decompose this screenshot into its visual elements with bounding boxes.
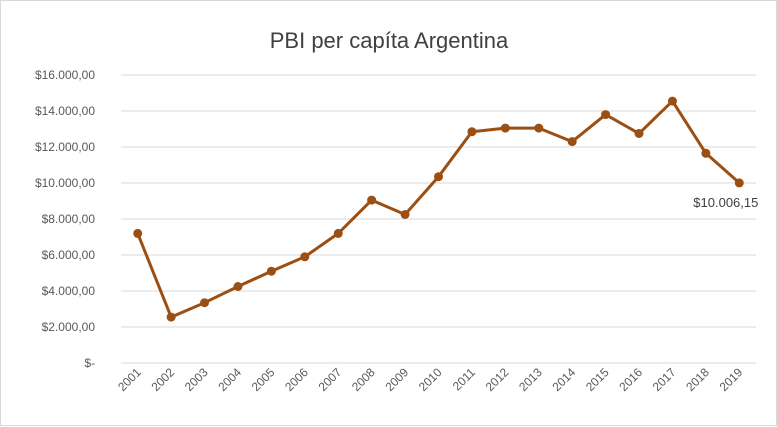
chart-title: PBI per capíta Argentina (270, 28, 509, 53)
y-tick-label: $12.000,00 (35, 140, 95, 154)
x-tick-label: 2004 (215, 365, 244, 394)
series-line (136, 99, 741, 319)
data-point (300, 252, 310, 262)
x-tick-label: 2010 (416, 365, 445, 394)
data-point (266, 266, 276, 276)
x-tick-label: 2016 (616, 365, 645, 394)
x-tick-label: 2012 (483, 365, 512, 394)
series-line-group (133, 96, 744, 322)
data-point (734, 178, 744, 188)
x-tick-label: 2007 (316, 365, 345, 394)
x-tick-label: 2018 (683, 365, 712, 394)
y-tick-label: $6.000,00 (42, 248, 96, 262)
x-tick-label: 2014 (550, 365, 579, 394)
data-point (166, 312, 176, 322)
x-tick-label: 2003 (182, 365, 211, 394)
data-point (233, 282, 243, 291)
data-point (534, 123, 544, 133)
data-point (701, 148, 711, 158)
data-point (333, 228, 343, 238)
x-tick-label: 2011 (450, 365, 478, 393)
x-tick-label: 2013 (516, 365, 545, 394)
gridlines (121, 74, 756, 364)
annotations: $10.006,15 (693, 195, 758, 210)
y-axis-labels: $- $2.000,00 $4.000,00 $6.000,00 $8.000,00 $1… (35, 68, 95, 370)
data-point (367, 195, 377, 205)
y-tick-label: $8.000,00 (42, 212, 96, 226)
data-point (400, 210, 410, 219)
x-tick-label: 2009 (382, 365, 411, 394)
data-point (667, 96, 677, 106)
y-tick-label: $- (84, 356, 95, 370)
y-tick-label: $2.000,00 (42, 320, 96, 334)
data-point (434, 172, 443, 182)
y-tick-label: $14.000,00 (35, 104, 95, 118)
x-tick-label: 2006 (282, 365, 311, 394)
data-point (467, 127, 477, 137)
x-tick-label: 2002 (148, 365, 177, 394)
y-tick-label: $16.000,00 (35, 68, 95, 82)
x-axis-labels: 2001 2002 2003 2004 2005 2006 2007 2008 2009 2010… (115, 365, 746, 394)
x-tick-label: 2019 (717, 365, 746, 394)
x-tick-label: 2008 (349, 365, 378, 394)
x-tick-label: 2017 (650, 365, 679, 394)
data-point (601, 110, 611, 120)
x-tick-label: 2001 (115, 365, 144, 394)
data-label: $10.006,15 (693, 195, 758, 210)
x-tick-label: 2015 (583, 365, 612, 394)
y-tick-label: $10.000,00 (35, 176, 95, 190)
data-point (634, 129, 644, 138)
x-tick-label: 2005 (249, 365, 278, 394)
data-point (567, 137, 577, 147)
data-point (200, 298, 210, 308)
y-tick-label: $4.000,00 (42, 284, 96, 298)
data-point (133, 228, 143, 238)
data-point (500, 123, 510, 133)
